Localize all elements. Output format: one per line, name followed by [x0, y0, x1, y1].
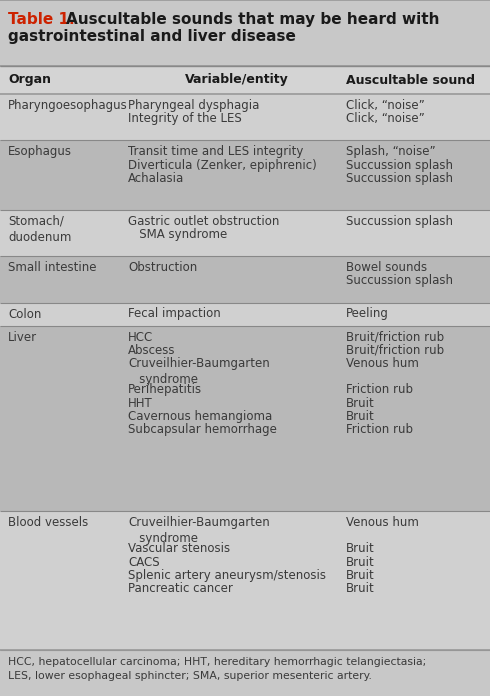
Text: HHT: HHT — [128, 397, 153, 410]
Text: Friction rub: Friction rub — [346, 383, 413, 397]
Bar — [0, 66, 490, 94]
Text: gastrointestinal and liver disease: gastrointestinal and liver disease — [8, 29, 296, 44]
Text: Auscultable sounds that may be heard with: Auscultable sounds that may be heard wit… — [66, 12, 440, 27]
Text: Esophagus: Esophagus — [8, 145, 72, 158]
Text: Pharyngeal dysphagia: Pharyngeal dysphagia — [128, 99, 259, 112]
Text: Variable/entity: Variable/entity — [185, 74, 289, 86]
Text: SMA syndrome: SMA syndrome — [128, 228, 227, 241]
Bar — [0, 303, 490, 326]
Text: Succussion splash: Succussion splash — [346, 172, 453, 184]
Text: Pancreatic cancer: Pancreatic cancer — [128, 582, 233, 595]
Text: Pharyngoesophagus: Pharyngoesophagus — [8, 99, 128, 112]
Text: Integrity of the LES: Integrity of the LES — [128, 112, 242, 125]
Bar — [0, 256, 490, 303]
Text: Bowel sounds: Bowel sounds — [346, 261, 427, 274]
Text: Bruit/friction rub: Bruit/friction rub — [346, 344, 444, 357]
Text: Friction rub: Friction rub — [346, 423, 413, 436]
Text: Succussion splash: Succussion splash — [346, 215, 453, 228]
Text: Succussion splash: Succussion splash — [346, 274, 453, 287]
Text: Bruit: Bruit — [346, 569, 375, 582]
Text: Splash, “noise”: Splash, “noise” — [346, 145, 436, 158]
Text: Click, “noise”: Click, “noise” — [346, 112, 425, 125]
Text: Cruveilhier-Baumgarten
   syndrome: Cruveilhier-Baumgarten syndrome — [128, 357, 270, 386]
Text: Stomach/
duodenum: Stomach/ duodenum — [8, 215, 72, 244]
Text: Gastric outlet obstruction: Gastric outlet obstruction — [128, 215, 279, 228]
Text: Auscultable sound: Auscultable sound — [346, 74, 475, 86]
Text: Small intestine: Small intestine — [8, 261, 97, 274]
Text: HCC, hepatocellular carcinoma; HHT, hereditary hemorrhagic telangiectasia;
LES, : HCC, hepatocellular carcinoma; HHT, here… — [8, 657, 426, 681]
Text: Obstruction: Obstruction — [128, 261, 197, 274]
Text: Bruit: Bruit — [346, 397, 375, 410]
Text: Venous hum: Venous hum — [346, 357, 419, 370]
Text: Cavernous hemangioma: Cavernous hemangioma — [128, 410, 272, 423]
Text: Peeling: Peeling — [346, 308, 389, 320]
Text: HCC: HCC — [128, 331, 153, 344]
Text: Subcapsular hemorrhage: Subcapsular hemorrhage — [128, 423, 277, 436]
Bar — [0, 326, 490, 511]
Text: Bruit: Bruit — [346, 542, 375, 555]
Text: Bruit: Bruit — [346, 582, 375, 595]
Text: Succussion splash: Succussion splash — [346, 159, 453, 171]
Text: Table 1.: Table 1. — [8, 12, 74, 27]
Text: Bruit: Bruit — [346, 555, 375, 569]
Text: Bruit/friction rub: Bruit/friction rub — [346, 331, 444, 344]
Text: Diverticula (Zenker, epiphrenic): Diverticula (Zenker, epiphrenic) — [128, 159, 317, 171]
Bar — [0, 141, 490, 209]
Text: Click, “noise”: Click, “noise” — [346, 99, 425, 112]
Bar — [0, 209, 490, 256]
Text: Transit time and LES integrity: Transit time and LES integrity — [128, 145, 303, 158]
Bar — [0, 94, 490, 141]
Text: Achalasia: Achalasia — [128, 172, 184, 184]
Text: Perihepatitis: Perihepatitis — [128, 383, 202, 397]
Text: CACS: CACS — [128, 555, 160, 569]
Bar — [0, 0, 490, 66]
Bar — [0, 650, 490, 696]
Bar — [0, 511, 490, 650]
Text: Vascular stenosis: Vascular stenosis — [128, 542, 230, 555]
Text: Liver: Liver — [8, 331, 37, 344]
Text: Splenic artery aneurysm/stenosis: Splenic artery aneurysm/stenosis — [128, 569, 326, 582]
Text: Bruit: Bruit — [346, 410, 375, 423]
Text: Colon: Colon — [8, 308, 41, 320]
Text: Fecal impaction: Fecal impaction — [128, 308, 221, 320]
Text: Organ: Organ — [8, 74, 51, 86]
Text: Cruveilhier-Baumgarten
   syndrome: Cruveilhier-Baumgarten syndrome — [128, 516, 270, 545]
Text: Abscess: Abscess — [128, 344, 175, 357]
Text: Blood vessels: Blood vessels — [8, 516, 88, 529]
Text: Venous hum: Venous hum — [346, 516, 419, 529]
